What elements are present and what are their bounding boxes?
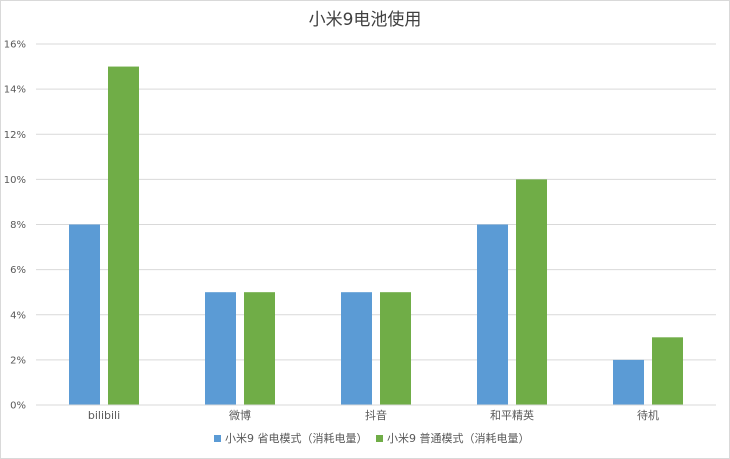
legend-swatch xyxy=(376,435,383,442)
x-category-label: 微博 xyxy=(229,408,251,422)
x-axis: bilibili 微博 抖音 和平精英 待机 xyxy=(36,404,716,422)
x-category-label: 抖音 xyxy=(365,408,387,422)
bar-power-saving-3 xyxy=(477,224,508,405)
legend-swatch xyxy=(214,435,221,442)
x-category-label: 和平精英 xyxy=(490,408,534,422)
legend-label: 小米9 省电模式（消耗电量） xyxy=(225,431,368,445)
bar-normal-1 xyxy=(244,292,275,405)
bar-power-saving-4 xyxy=(613,359,644,405)
bar-power-saving-0 xyxy=(69,224,100,405)
chart-title: 小米9电池使用 xyxy=(309,9,422,30)
legend-label: 小米9 普通模式（消耗电量） xyxy=(387,431,530,445)
bar-normal-3 xyxy=(516,179,547,405)
bar-normal-4 xyxy=(652,337,683,405)
bar-normal-0 xyxy=(108,66,139,405)
y-tick-label: 14% xyxy=(4,85,26,96)
legend: 小米9 省电模式（消耗电量） 小米9 普通模式（消耗电量） xyxy=(214,431,530,445)
y-tick-label: 16% xyxy=(4,40,26,51)
bar-normal-2 xyxy=(380,292,411,405)
y-tick-label: 8% xyxy=(10,220,26,231)
bars xyxy=(69,66,683,405)
y-tick-label: 12% xyxy=(4,130,26,141)
y-tick-label: 10% xyxy=(4,175,26,186)
y-tick-label: 4% xyxy=(10,310,26,321)
x-category-label: 待机 xyxy=(637,408,659,422)
y-tick-label: 0% xyxy=(10,401,26,412)
bar-power-saving-1 xyxy=(205,292,236,405)
bar-power-saving-2 xyxy=(341,292,372,405)
y-tick-label: 2% xyxy=(10,355,26,366)
y-tick-label: 6% xyxy=(10,265,26,276)
gridlines xyxy=(36,43,716,361)
x-category-label: bilibili xyxy=(88,409,120,422)
y-axis: 0% 2% 4% 6% 8% 10% 12% 14% 16% xyxy=(4,40,26,412)
